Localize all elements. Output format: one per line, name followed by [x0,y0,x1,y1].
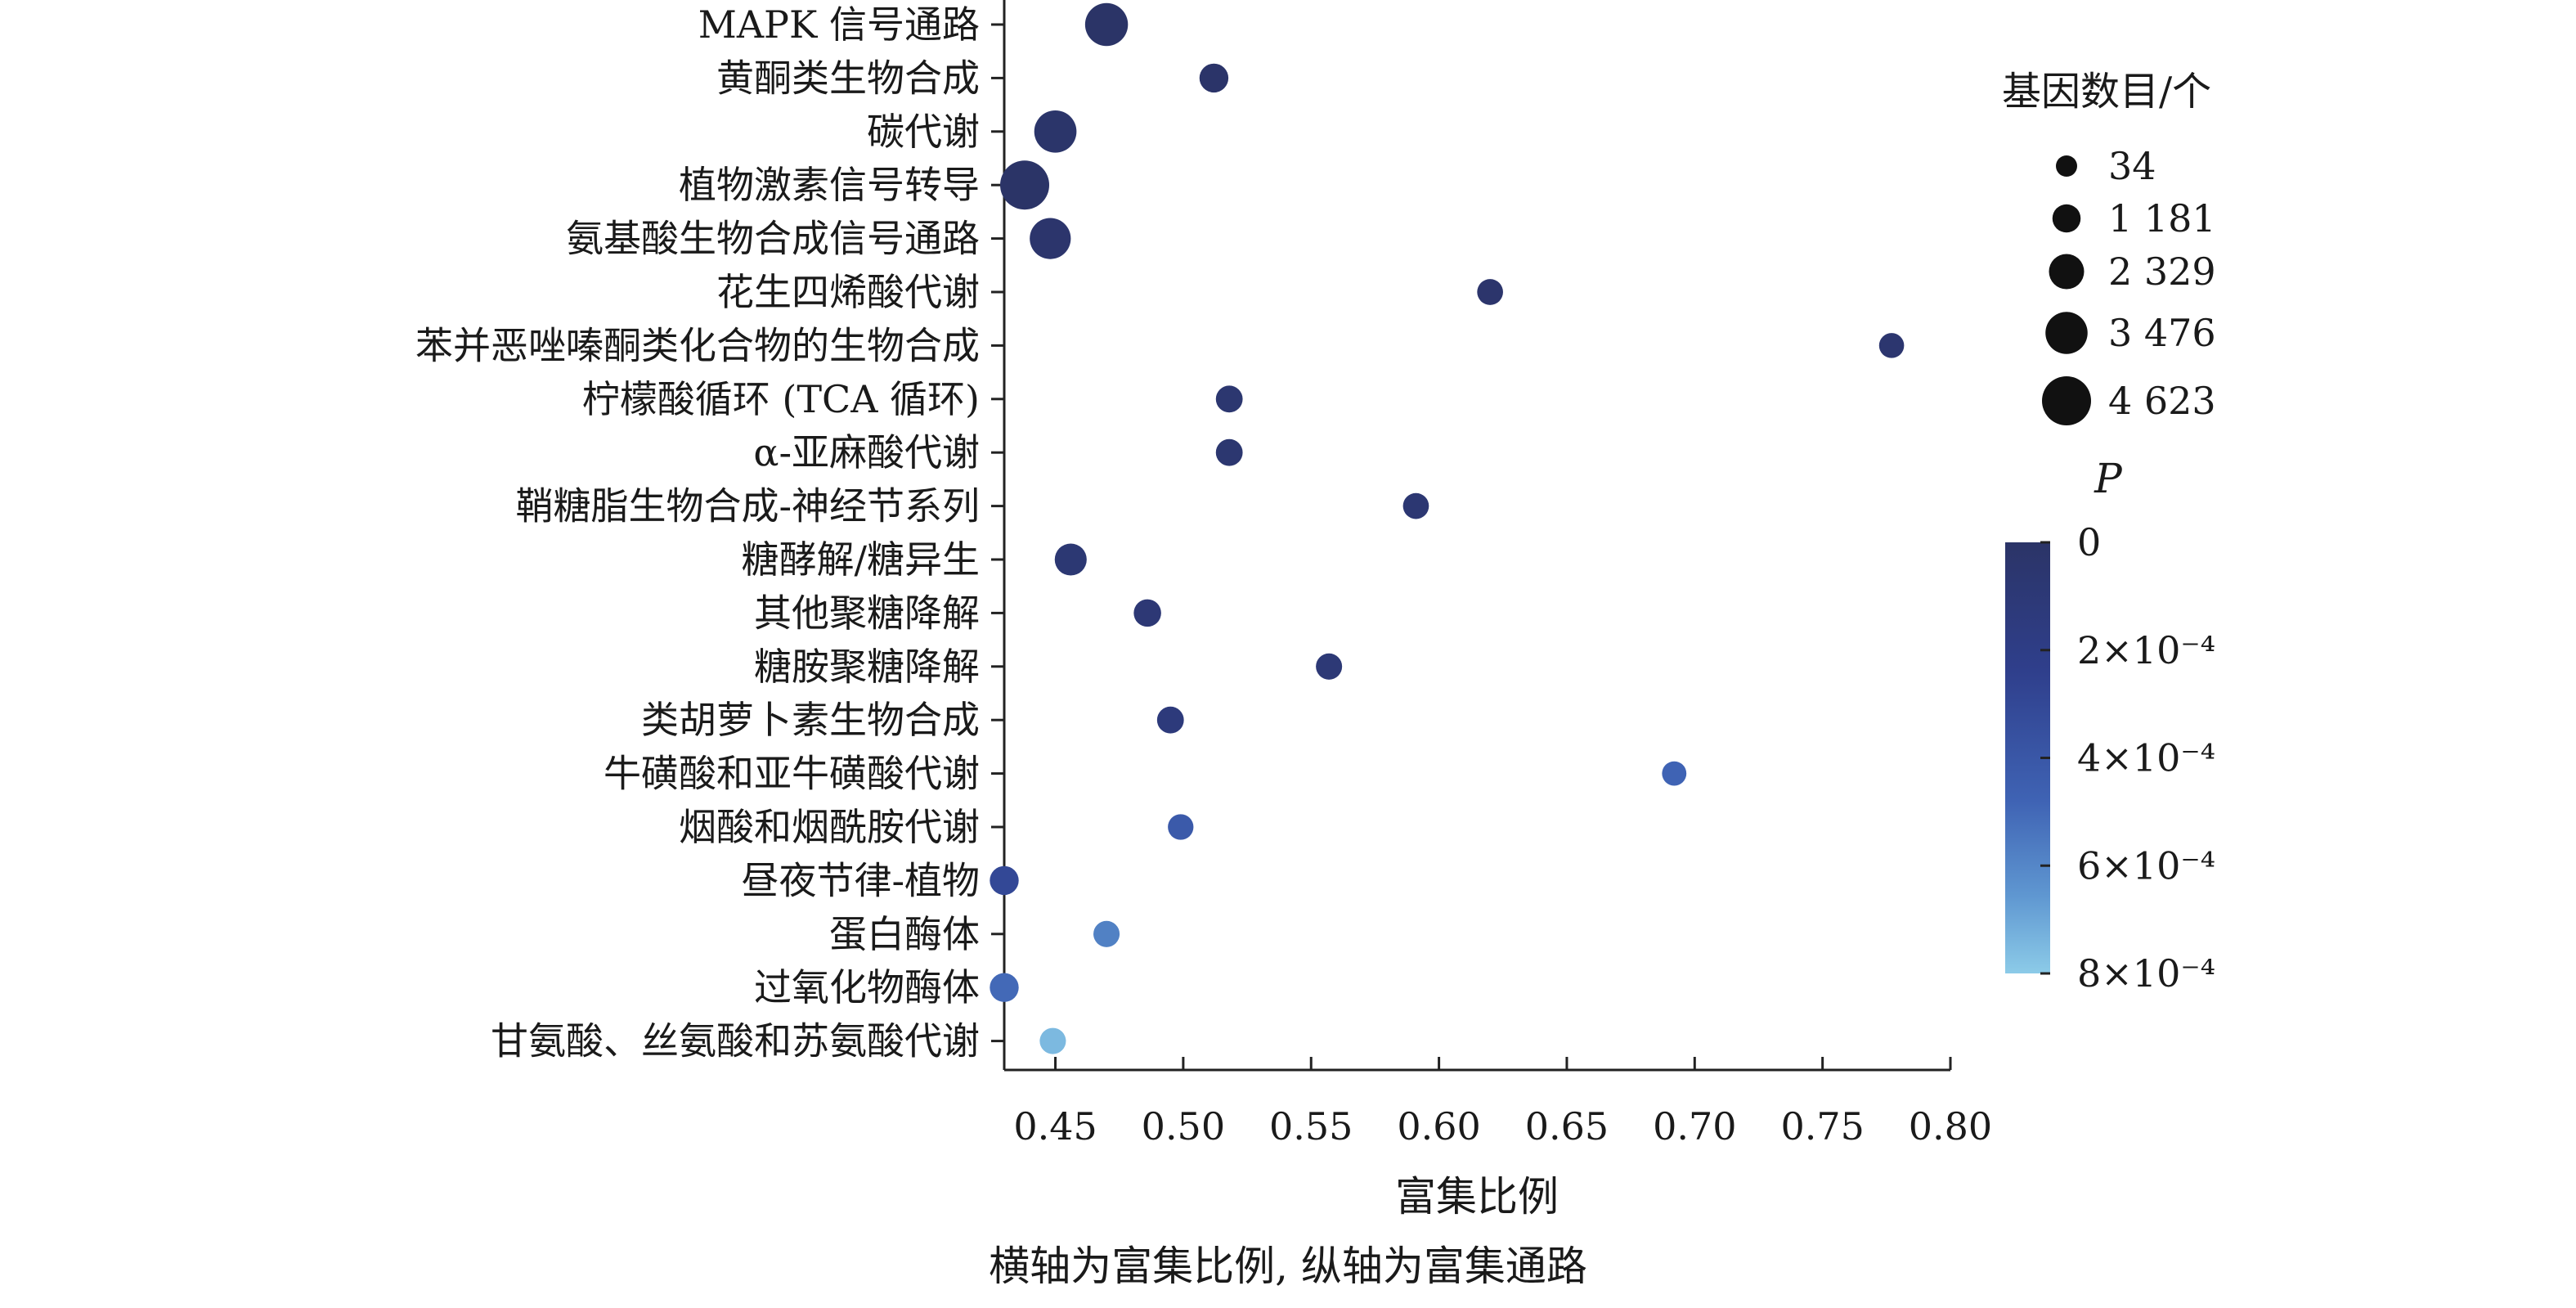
pathway-label: 甘氨酸、丝氨酸和苏氨酸代谢 [491,1019,980,1063]
data-point [1878,333,1905,358]
colorbar-label: 2×10⁻⁴ [2077,628,2215,672]
size-legend-marker [2056,155,2077,177]
size-legend-title: 基因数目/个 [2002,69,2211,115]
pathway-label: 植物激素信号转导 [679,163,980,207]
size-legend-label: 3 476 [2108,311,2216,355]
color-legend: P 0 2×10⁻⁴ 4×10⁻⁴ 6×10⁻⁴ 8×10⁻⁴ [2005,455,2215,996]
data-point [1084,2,1129,47]
color-legend-title: P [2094,455,2123,502]
pathway-label: 糖酵解/糖异生 [742,537,981,582]
pathway-label: 过氧化物酶体 [754,965,980,1009]
size-legend-marker [2049,254,2085,290]
pathway-label: 鞘糖脂生物合成-神经节系列 [515,484,980,528]
pathway-label: 烟酸和烟酰胺代谢 [679,805,980,849]
size-legend-label: 1 181 [2108,196,2216,240]
figure-caption: 横轴为富集比例, 纵轴为富集通路 [989,1243,1587,1290]
x-tick-label: 0.65 [1525,1104,1609,1148]
pathway-label: 黄酮类生物合成 [716,56,980,100]
data-point [1316,653,1343,680]
data-point [1000,160,1050,210]
pathway-label: 昼夜节律-植物 [741,858,980,902]
data-point [1054,543,1087,576]
data-point [1168,814,1194,840]
size-legend-marker [2045,312,2088,354]
pathway-label: 碳代谢 [867,110,980,154]
colorbar-label: 4×10⁻⁴ [2077,736,2215,780]
x-tick-label: 0.45 [1013,1104,1097,1148]
data-point [1215,385,1243,413]
pathway-label: 氨基酸生物合成信号通路 [566,217,980,261]
x-tick-label: 0.80 [1909,1104,1992,1148]
size-legend-marker [2052,204,2081,233]
data-point [1477,279,1503,305]
pathway-label: 蛋白酶体 [829,912,980,956]
data-point [1156,706,1184,734]
pathway-label: 牛磺酸和亚牛磺酸代谢 [604,752,980,796]
data-point [1093,920,1120,947]
x-tick-label: 0.75 [1780,1104,1864,1148]
colorbar-label: 8×10⁻⁴ [2077,951,2215,996]
data-point [1133,599,1161,627]
x-tick-label: 0.60 [1397,1104,1480,1148]
x-tick-label: 0.50 [1142,1104,1225,1148]
pathway-label: 类胡萝卜素生物合成 [641,698,980,742]
colorbar-label: 0 [2077,520,2101,564]
size-legend-label: 2 329 [2108,249,2216,294]
data-point [1199,63,1229,93]
x-axis-title: 富集比例 [1395,1173,1559,1220]
pathway-label: 花生四烯酸代谢 [716,270,980,314]
pathway-label: MAPK 信号通路 [698,2,980,47]
size-legend-label: 4 623 [2108,379,2216,423]
size-legend-label: 34 [2108,144,2156,188]
data-point [990,865,1019,896]
pathway-label: 其他聚糖降解 [754,591,980,635]
data-point [1039,1027,1066,1054]
pathway-label: 柠檬酸循环 (TCA 循环) [582,377,980,421]
size-legend: 基因数目/个 34 1 181 2 329 3 476 4 623 [2002,69,2216,425]
pathway-label: 苯并恶唑嗪酮类化合物的生物合成 [415,323,980,367]
data-point [1662,761,1687,786]
x-tick-label: 0.55 [1269,1104,1353,1148]
pathway-label: α-亚麻酸代谢 [753,430,980,474]
x-axis: 0.45 0.50 0.55 0.60 0.65 0.70 0.75 0.80 [1004,1057,1992,1148]
colorbar-label: 6×10⁻⁴ [2077,843,2215,888]
pathway-label: 糖胺聚糖降解 [754,645,980,689]
data-point [1215,438,1243,466]
data-point [1402,492,1429,519]
data-point [990,973,1019,1002]
x-tick-label: 0.70 [1653,1104,1736,1148]
y-axis: MAPK 信号通路黄酮类生物合成碳代谢植物激素信号转导氨基酸生物合成信号通路花生… [415,0,1006,1070]
data-point [1034,110,1077,153]
data-point [1030,218,1071,259]
data-points [990,2,1905,1054]
size-legend-marker [2042,376,2091,425]
